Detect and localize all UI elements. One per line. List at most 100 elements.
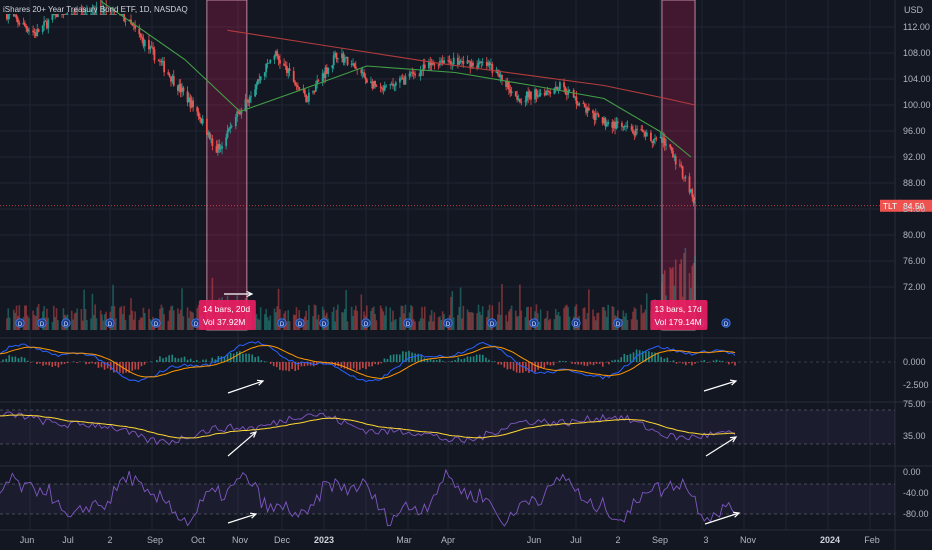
candle-body [575, 96, 578, 104]
macd-histogram-bar [540, 362, 543, 368]
candle-body [353, 63, 356, 67]
candle-body [276, 51, 279, 56]
macd-histogram-bar [85, 362, 87, 365]
volume-bar [574, 306, 576, 330]
candle-body [18, 22, 21, 25]
macd-histogram-bar [515, 362, 518, 373]
volume-bar [115, 318, 117, 330]
candle-body [277, 55, 280, 60]
volume-bar [263, 314, 266, 330]
volume-bar [24, 305, 26, 330]
macd-histogram-bar [288, 362, 290, 372]
candle-body [149, 46, 152, 50]
candle-body [92, 14, 95, 15]
volume-bar [73, 313, 76, 330]
volume-bar [596, 313, 598, 330]
candle-body [124, 20, 127, 22]
volume-bar [119, 307, 121, 330]
volume-bar [381, 308, 383, 330]
macd-histogram-bar [168, 355, 170, 362]
macd-histogram-bar [57, 362, 60, 368]
candle-body [553, 88, 556, 94]
moving-average-50 [100, 0, 692, 158]
dividend-letter: D [724, 322, 729, 328]
candle-body [645, 132, 648, 137]
macd-histogram-bar [245, 353, 247, 362]
candle-body [472, 62, 474, 66]
macd-histogram-bar [149, 361, 152, 362]
candle-body [370, 81, 372, 83]
price-tick-label: 88.00 [903, 178, 926, 188]
moving-averages [100, 0, 696, 158]
dividend-letter: D [108, 322, 113, 328]
volume-bar [630, 319, 633, 330]
macd-histogram-bar [466, 356, 469, 362]
macd-histogram-bar [134, 362, 137, 370]
volume-bar [594, 320, 597, 330]
candle-body [292, 71, 295, 83]
macd-histogram-bar [346, 362, 349, 370]
candle-body [121, 14, 124, 15]
macd-histogram-bar [352, 362, 355, 369]
macd-histogram-bar [583, 362, 586, 366]
volume-bar [626, 320, 629, 330]
volume-bar [334, 321, 336, 330]
candle-body [148, 40, 150, 50]
dividend-marker [529, 318, 539, 328]
candle-body [563, 82, 565, 88]
candle-body [244, 99, 247, 112]
dividend-marker [15, 318, 25, 328]
volume-bar [257, 318, 259, 330]
macd-histogram-bar [76, 362, 78, 364]
currency-label[interactable]: USD [904, 5, 924, 15]
macd-histogram-bar [475, 354, 478, 362]
macd-histogram-bar [300, 362, 303, 367]
volume-bar [123, 305, 125, 330]
candle-body [509, 89, 512, 94]
macd-histogram-bar [48, 362, 51, 366]
dividend-letter: D [18, 322, 23, 328]
macd-histogram-bar [503, 362, 506, 368]
macd-histogram-bar [586, 362, 589, 367]
volume-bar [543, 318, 546, 330]
price-tick-label: 92.00 [903, 152, 926, 162]
candle-body [176, 85, 179, 91]
candle-body [55, 14, 58, 18]
candle-body [477, 63, 480, 68]
candle-body [683, 177, 685, 179]
volume-bar [517, 315, 520, 330]
volume-bar [375, 320, 378, 330]
trend-arrow [227, 513, 257, 524]
candle-body [365, 79, 368, 83]
candle-body [254, 89, 257, 97]
volume-bar [345, 289, 347, 330]
volume-bar [372, 306, 375, 330]
volume-bar [457, 315, 459, 330]
candle-body [587, 107, 590, 111]
time-tick-label: Oct [191, 535, 206, 545]
macd-histogram-bar [63, 362, 66, 364]
candle-body [219, 148, 222, 150]
candle-body [411, 72, 414, 74]
macd-histogram-bar [672, 360, 675, 362]
volume-bar [94, 304, 96, 330]
macd-histogram-bar [131, 362, 134, 371]
macd-histogram-bar [100, 362, 103, 368]
volume-bar [451, 290, 454, 330]
moving-average-200 [227, 29, 696, 106]
macd-histogram-bar [666, 357, 669, 362]
candle-body [641, 130, 644, 132]
volume-bar [75, 312, 77, 330]
volume-bar [641, 313, 644, 330]
chart-title: iShares 20+ Year Treasury Bond ETF, 1D, … [3, 5, 188, 14]
macd-histogram-bar [442, 360, 444, 362]
candle-body [394, 82, 397, 86]
candle-body [681, 166, 684, 178]
macd-histogram-bar [377, 362, 380, 365]
macd-histogram-bar [571, 362, 573, 364]
volume-bar [607, 304, 609, 330]
macd-histogram-bar [497, 362, 500, 365]
macd-histogram-bar [552, 362, 555, 366]
volume-bar [170, 306, 172, 330]
candle-body [163, 61, 166, 73]
